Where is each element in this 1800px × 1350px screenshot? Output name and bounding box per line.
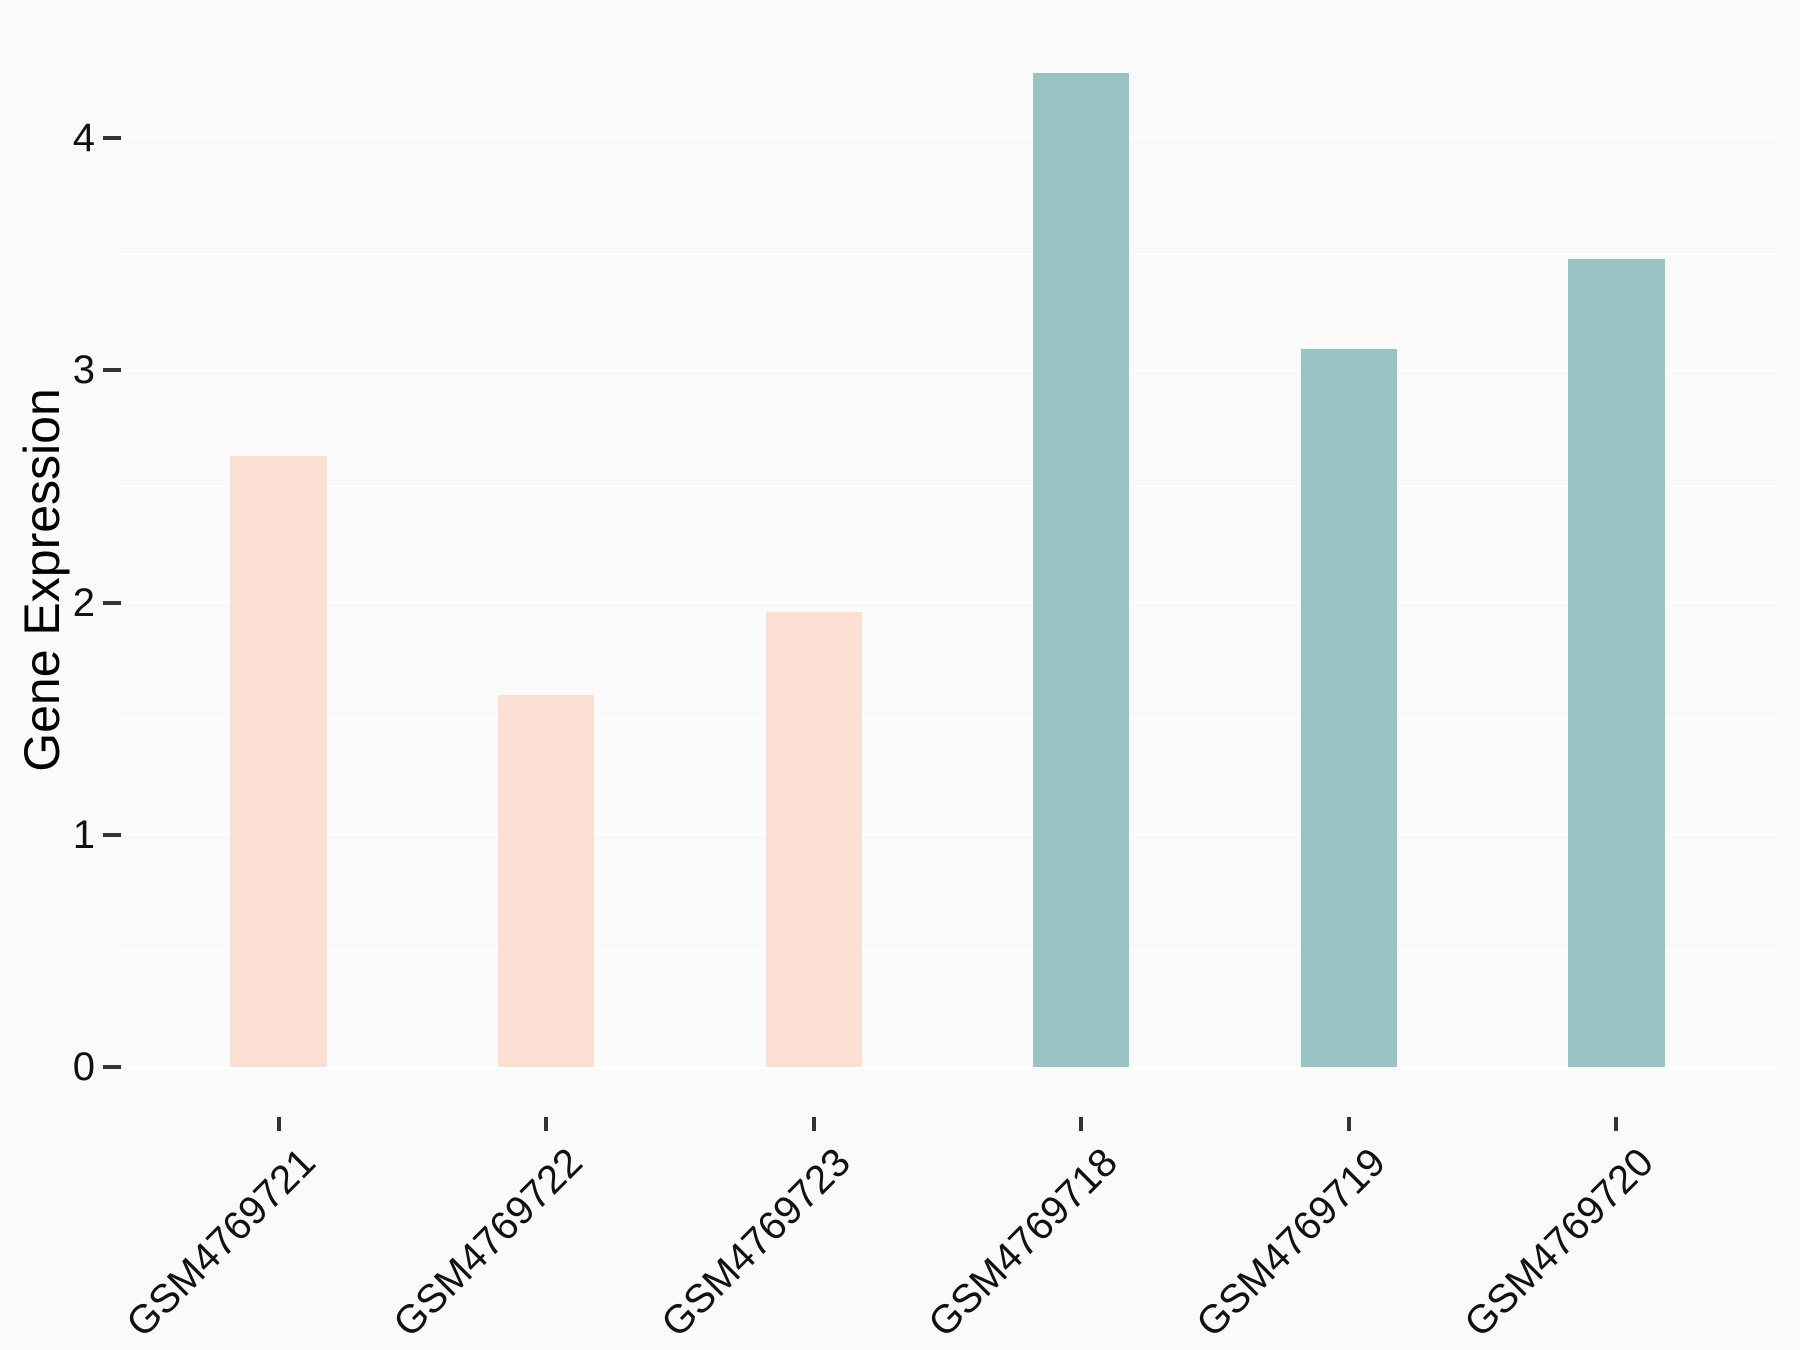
x-tick-mark: [811, 1117, 816, 1131]
minor-gridline: [118, 253, 1777, 256]
major-gridline: [118, 368, 1777, 372]
minor-gridline: [118, 717, 1777, 720]
y-tick-label: 0: [72, 1045, 95, 1090]
y-tick-label: 2: [72, 580, 95, 625]
bar-GSM4769719: [1300, 349, 1398, 1068]
y-tick-mark: [103, 600, 121, 605]
minor-gridline: [118, 485, 1777, 488]
x-tick-label-text: GSM4769722: [385, 1140, 592, 1346]
bar-GSM4769718: [1033, 72, 1130, 1068]
bar-GSM4769723: [765, 611, 862, 1068]
x-tick-label-text: GSM4769718: [920, 1140, 1127, 1346]
x-tick-mark: [1346, 1117, 1351, 1131]
major-gridline: [118, 136, 1777, 140]
y-tick-label: 3: [72, 348, 95, 393]
x-tick-label-text: GSM4769723: [653, 1140, 859, 1346]
y-tick-mark: [103, 832, 121, 837]
y-tick-label: 4: [72, 115, 95, 160]
bar-GSM4769721: [230, 456, 327, 1068]
y-tick-mark: [103, 368, 121, 373]
x-tick-mark: [276, 1117, 281, 1131]
x-tick-label-text: GSM4769719: [1188, 1140, 1394, 1346]
y-tick-mark: [103, 135, 121, 140]
y-tick-mark: [103, 1065, 121, 1070]
bar-GSM4769720: [1568, 258, 1665, 1068]
x-tick-mark: [1079, 1117, 1084, 1131]
minor-gridline: [118, 949, 1777, 952]
major-gridline: [118, 1065, 1777, 1069]
major-gridline: [118, 601, 1777, 605]
x-tick-label-text: GSM4769720: [1455, 1140, 1662, 1346]
x-tick-label-text: GSM4769721: [118, 1140, 324, 1346]
bar-GSM4769722: [497, 695, 595, 1068]
x-tick-mark: [544, 1117, 549, 1131]
x-tick-mark: [1614, 1117, 1619, 1131]
y-tick-label: 1: [72, 812, 95, 857]
major-gridline: [118, 833, 1777, 837]
y-axis-title-text: Gene Expression: [14, 388, 70, 772]
